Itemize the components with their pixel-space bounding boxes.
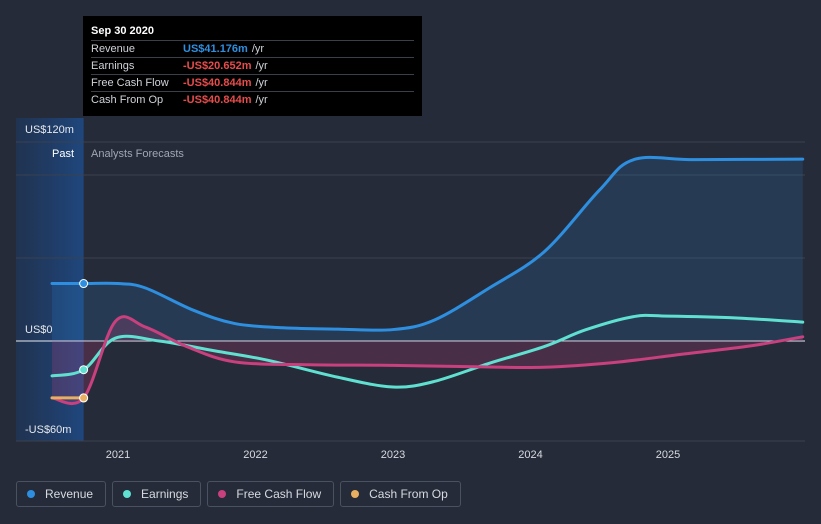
- legend-dot-icon: [123, 490, 132, 498]
- tooltip-date: Sep 30 2020: [91, 25, 154, 37]
- series-line-revenue: [50, 155, 805, 332]
- tooltip-label: Free Cash Flow: [91, 77, 169, 89]
- tooltip-value: US$41.176m: [183, 43, 248, 55]
- x-tick-label: 2022: [243, 449, 267, 461]
- tooltip-unit: /yr: [255, 60, 268, 72]
- series-line-free-cash-flow: [50, 315, 805, 406]
- legend-label: Free Cash Flow: [236, 487, 322, 501]
- tooltip-row-free-cash-flow: Free Cash Flow -US$40.844m /yr: [91, 74, 414, 91]
- forecast-label: Analysts Forecasts: [91, 148, 184, 160]
- past-region: [16, 118, 84, 441]
- legend-dot-icon: [218, 490, 227, 498]
- legend: Revenue Earnings Free Cash Flow Cash Fro…: [16, 481, 461, 509]
- marker-earnings: [79, 365, 89, 375]
- marker-revenue: [79, 279, 89, 289]
- past-label: Past: [52, 148, 74, 160]
- tooltip-value: -US$20.652m: [183, 60, 252, 72]
- marker-cash-from-op: [79, 393, 89, 403]
- tooltip-label: Revenue: [91, 43, 136, 55]
- legend-dot-icon: [27, 490, 35, 498]
- x-tick-label: 2024: [518, 449, 542, 461]
- tooltip-unit: /yr: [255, 77, 268, 89]
- tooltip-row-revenue: Revenue US$41.176m /yr: [91, 40, 414, 57]
- tooltip-value: -US$40.844m: [183, 77, 252, 89]
- legend-item-earnings[interactable]: Earnings: [112, 481, 202, 507]
- tooltip-unit: /yr: [255, 94, 268, 106]
- x-tick-label: 2025: [656, 449, 680, 461]
- legend-label: Cash From Op: [369, 487, 448, 501]
- area-free-cash-flow: [52, 316, 803, 404]
- tooltip: Sep 30 2020 Revenue US$41.176m /yr Earni…: [83, 16, 422, 116]
- legend-item-free-cash-flow[interactable]: Free Cash Flow: [207, 481, 335, 507]
- x-tick-label: 2023: [381, 449, 405, 461]
- tooltip-row-earnings: Earnings -US$20.652m /yr: [91, 57, 414, 74]
- y-tick-label: US$120m: [25, 124, 74, 136]
- x-tick-label: 2021: [106, 449, 130, 461]
- tooltip-row-cash-from-op: Cash From Op -US$40.844m /yr: [91, 91, 414, 108]
- tooltip-label: Cash From Op: [91, 94, 164, 106]
- tooltip-label: Earnings: [91, 60, 135, 72]
- tooltip-value: -US$40.844m: [183, 94, 252, 106]
- tooltip-unit: /yr: [251, 43, 265, 55]
- series-line-earnings: [50, 313, 805, 389]
- legend-item-revenue[interactable]: Revenue: [16, 481, 107, 507]
- y-tick-label: US$0: [25, 324, 53, 336]
- legend-item-cash-from-op[interactable]: Cash From Op: [340, 481, 461, 507]
- legend-dot-icon: [351, 490, 360, 498]
- area-revenue: [52, 157, 803, 341]
- legend-label: Earnings: [141, 487, 189, 501]
- y-tick-label: -US$60m: [25, 424, 71, 436]
- legend-label: Revenue: [45, 487, 94, 501]
